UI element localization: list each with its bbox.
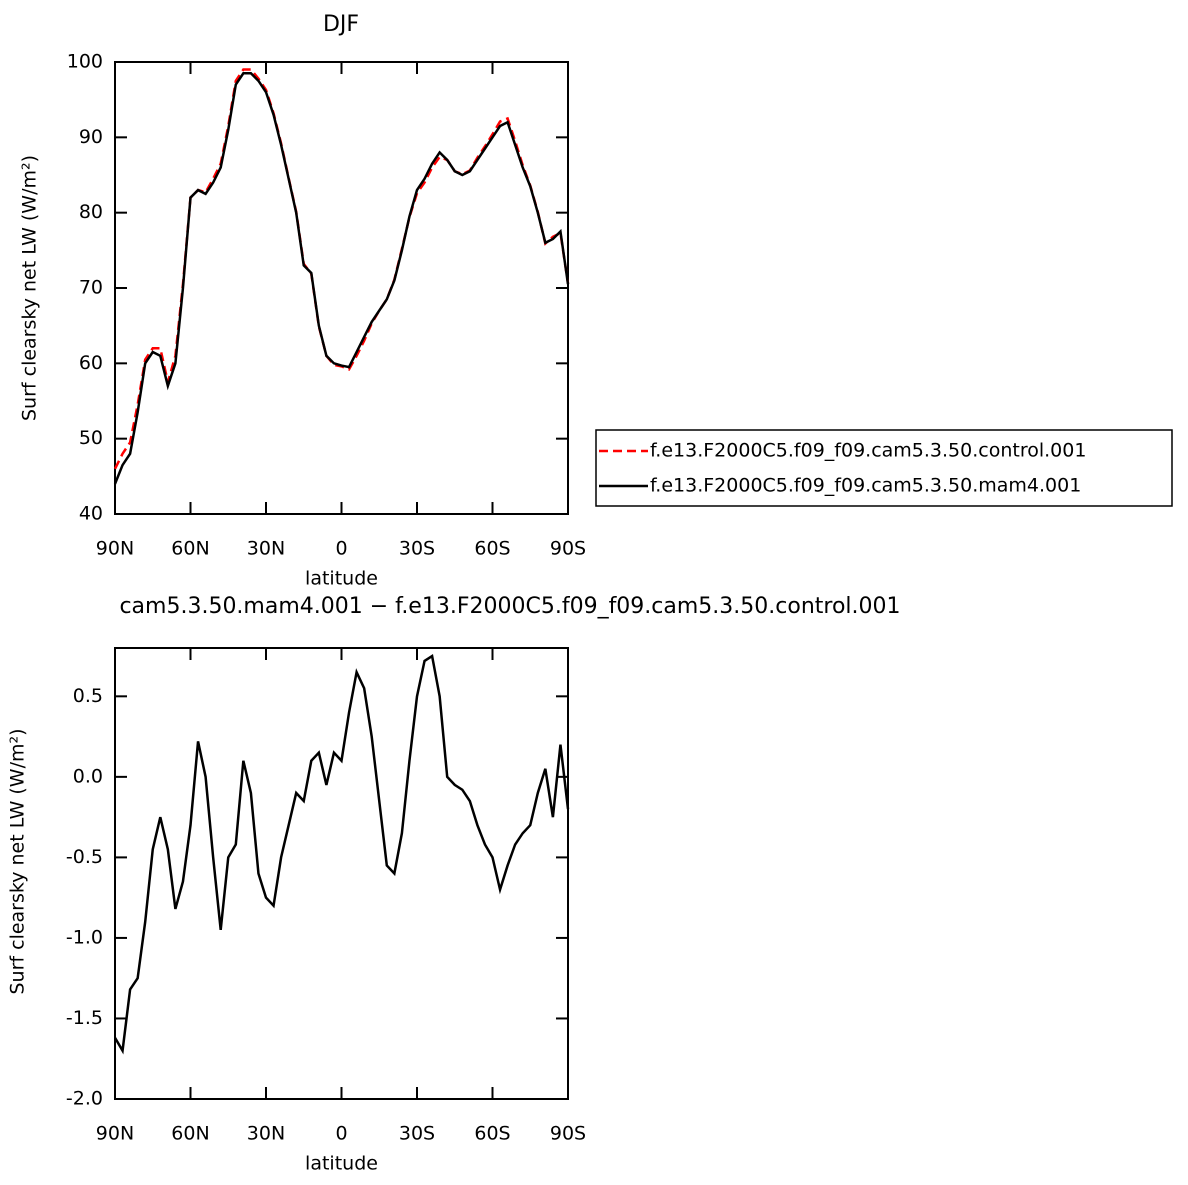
plot-frame: [114, 647, 569, 1100]
chart-title: DJF: [323, 12, 359, 37]
legend-label: f.e13.F2000C5.f09_f09.cam5.3.50.control.…: [650, 440, 1086, 462]
chart-title: cam5.3.50.mam4.001 − f.e13.F2000C5.f09_f…: [119, 594, 900, 619]
y-tick-label: 70: [79, 277, 103, 299]
data-line: [113, 653, 570, 1055]
y-tick-label: 80: [79, 201, 103, 223]
y-tick-label: 0.0: [73, 765, 103, 787]
x-tick-label: 90N: [96, 538, 134, 560]
x-tick-label: 90S: [550, 538, 586, 560]
y-tick-label: 60: [79, 352, 103, 374]
x-tick-label: 60N: [171, 1123, 209, 1145]
y-tick-label: 0.5: [73, 685, 103, 707]
y-tick-label: -1.0: [66, 926, 103, 948]
x-axis-label: latitude: [305, 568, 378, 590]
y-axis-label: Surf clearsky net LW (W/m²): [7, 728, 29, 994]
legend-box: [595, 429, 1173, 507]
y-axis-label: Surf clearsky net LW (W/m²): [19, 155, 41, 421]
x-tick-label: 0: [335, 1123, 347, 1145]
x-tick-label: 60S: [474, 538, 510, 560]
legend-label: f.e13.F2000C5.f09_f09.cam5.3.50.mam4.001: [650, 475, 1081, 497]
x-tick-label: 30N: [247, 538, 285, 560]
x-tick-label: 90S: [550, 1123, 586, 1145]
y-tick-label: -2.0: [66, 1088, 103, 1110]
x-tick-label: 90N: [96, 1123, 134, 1145]
x-tick-label: 60N: [171, 538, 209, 560]
y-tick-label: 90: [79, 126, 103, 148]
y-tick-label: 50: [79, 427, 103, 449]
x-tick-label: 0: [335, 538, 347, 560]
plot-frame: [114, 61, 569, 515]
y-tick-label: 100: [67, 51, 103, 73]
y-tick-label: 40: [79, 503, 103, 525]
data-line: [113, 68, 570, 470]
x-tick-label: 60S: [474, 1123, 510, 1145]
data-line: [113, 72, 570, 485]
x-tick-label: 30N: [247, 1123, 285, 1145]
y-tick-label: -0.5: [66, 846, 103, 868]
x-tick-label: 30S: [399, 538, 435, 560]
x-axis-label: latitude: [305, 1153, 378, 1175]
x-tick-label: 30S: [399, 1123, 435, 1145]
y-tick-label: -1.5: [66, 1007, 103, 1029]
